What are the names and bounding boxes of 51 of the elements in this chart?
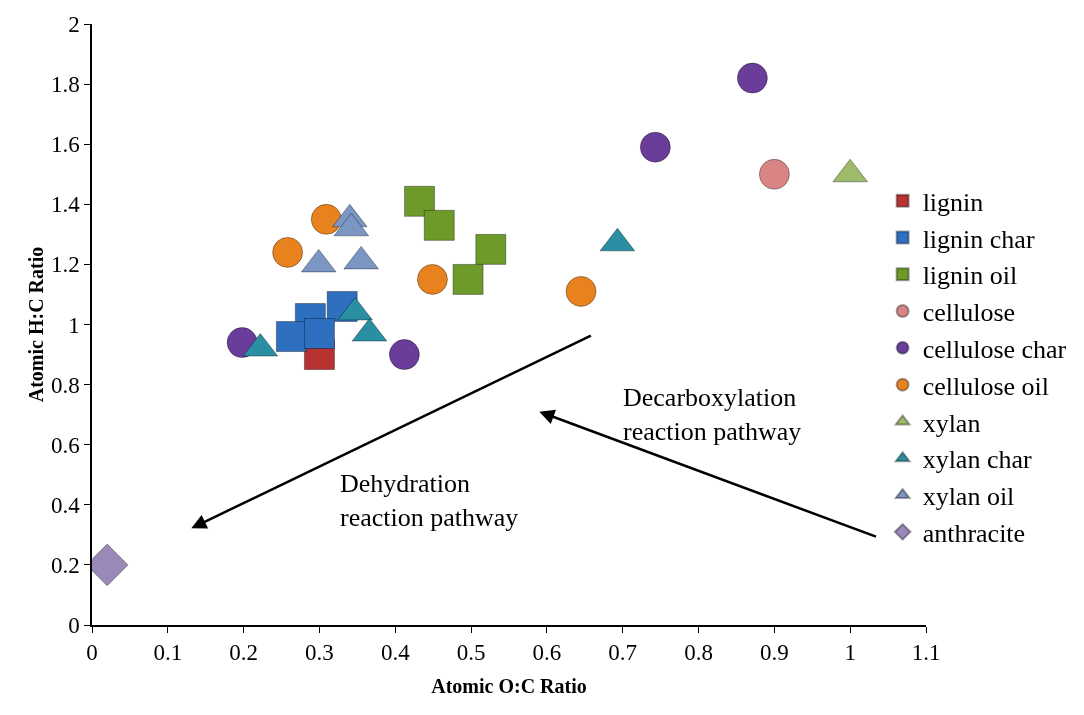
x-tick-label: 0.7 <box>608 640 638 666</box>
point <box>639 131 671 163</box>
point <box>736 62 768 94</box>
y-tick-label: 0.2 <box>50 552 80 578</box>
annotation: Dehydration reaction pathway <box>340 469 519 532</box>
y-tick-label: 1 <box>68 312 80 338</box>
y-tick-label: 1.2 <box>50 252 80 278</box>
x-axis-title: Atomic O:C Ratio <box>431 675 587 698</box>
y-tick-label: 1.4 <box>50 192 81 218</box>
legend-label: cellulose <box>922 298 1016 328</box>
legend-label: cellulose char <box>922 334 1067 364</box>
legend-label: lignin oil <box>922 261 1018 291</box>
point <box>416 263 448 295</box>
y-tick-label: 2 <box>68 12 80 38</box>
legend-label: xylan <box>922 408 981 438</box>
legend-label: cellulose oil <box>922 371 1049 401</box>
point <box>275 321 307 353</box>
point <box>303 318 335 350</box>
x-tick-label: 0.1 <box>153 640 183 666</box>
point <box>452 263 484 295</box>
y-tick-label: 1.8 <box>50 72 80 98</box>
y-tick-label: 1.6 <box>50 132 80 158</box>
x-tick-label: 0.5 <box>456 640 486 666</box>
point <box>565 275 597 307</box>
y-tick-label: 0.4 <box>50 492 81 518</box>
x-tick-label: 0.3 <box>305 640 334 666</box>
legend-label: lignin char <box>922 224 1035 254</box>
legend-label: xylan oil <box>922 482 1015 512</box>
x-tick-label: 0.8 <box>684 640 713 666</box>
point <box>423 209 455 241</box>
point <box>758 158 790 190</box>
legend-label: anthracite <box>922 518 1026 548</box>
annotation: Decarboxylation reaction pathway <box>623 383 802 446</box>
x-tick-label: 1 <box>844 640 856 666</box>
legend-label: xylan char <box>922 445 1032 475</box>
x-tick-label: 0.9 <box>759 640 789 666</box>
legend-label: lignin <box>922 187 984 217</box>
y-tick-label: 0.6 <box>50 432 80 458</box>
x-tick-label: 0.4 <box>380 640 411 666</box>
x-tick-label: 0.6 <box>532 640 562 666</box>
x-tick-label: 1.1 <box>911 640 941 666</box>
point <box>475 233 507 265</box>
point <box>388 339 420 371</box>
x-tick-label: 0 <box>86 640 98 666</box>
point <box>404 185 436 217</box>
point <box>310 203 342 235</box>
y-tick-label: 0 <box>68 613 80 639</box>
point <box>272 236 304 268</box>
x-tick-label: 0.2 <box>229 640 259 666</box>
y-tick-label: 0.8 <box>50 372 80 398</box>
y-axis-title: Atomic H:C Ratio <box>24 246 47 403</box>
